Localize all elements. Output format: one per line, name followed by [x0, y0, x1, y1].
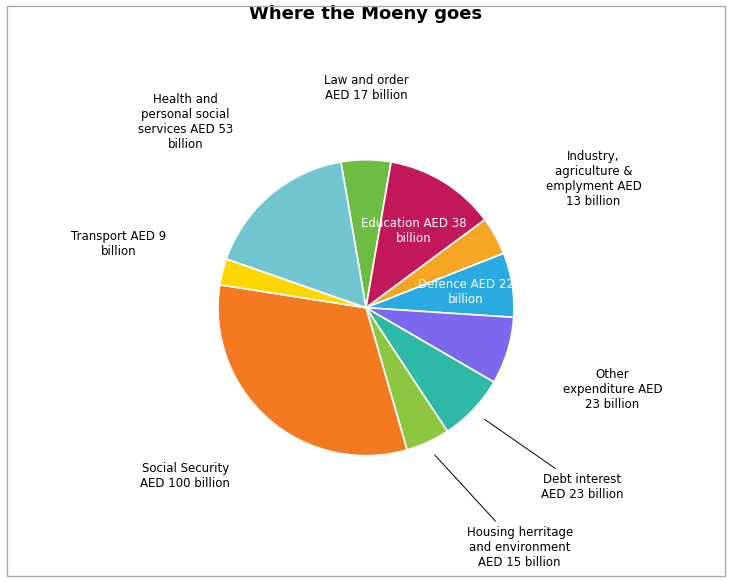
Wedge shape	[218, 285, 407, 456]
Title: Where the Moeny goes: Where the Moeny goes	[250, 5, 482, 23]
Text: Debt interest
AED 23 billion: Debt interest AED 23 billion	[485, 419, 623, 501]
Wedge shape	[341, 159, 391, 308]
Wedge shape	[366, 308, 447, 450]
Wedge shape	[366, 219, 504, 308]
Wedge shape	[366, 308, 494, 431]
Text: Health and
personal social
services AED 53
billion: Health and personal social services AED …	[138, 93, 234, 151]
Text: Law and order
AED 17 billion: Law and order AED 17 billion	[324, 74, 408, 102]
Text: Defence AED 22
billion: Defence AED 22 billion	[418, 278, 514, 306]
Text: Transport AED 9
billion: Transport AED 9 billion	[72, 230, 167, 258]
Text: Social Security
AED 100 billion: Social Security AED 100 billion	[141, 462, 230, 490]
Text: Housing herritage
and environment
AED 15 billion: Housing herritage and environment AED 15…	[435, 455, 572, 569]
Wedge shape	[366, 162, 485, 308]
Wedge shape	[366, 253, 514, 317]
Text: Industry,
agriculture &
emplyment AED
13 billion: Industry, agriculture & emplyment AED 13…	[545, 150, 641, 208]
Text: Other
expenditure AED
23 billion: Other expenditure AED 23 billion	[562, 368, 662, 411]
Wedge shape	[220, 259, 366, 308]
Text: Education AED 38
billion: Education AED 38 billion	[361, 217, 466, 244]
Wedge shape	[366, 308, 514, 382]
Wedge shape	[226, 162, 366, 308]
